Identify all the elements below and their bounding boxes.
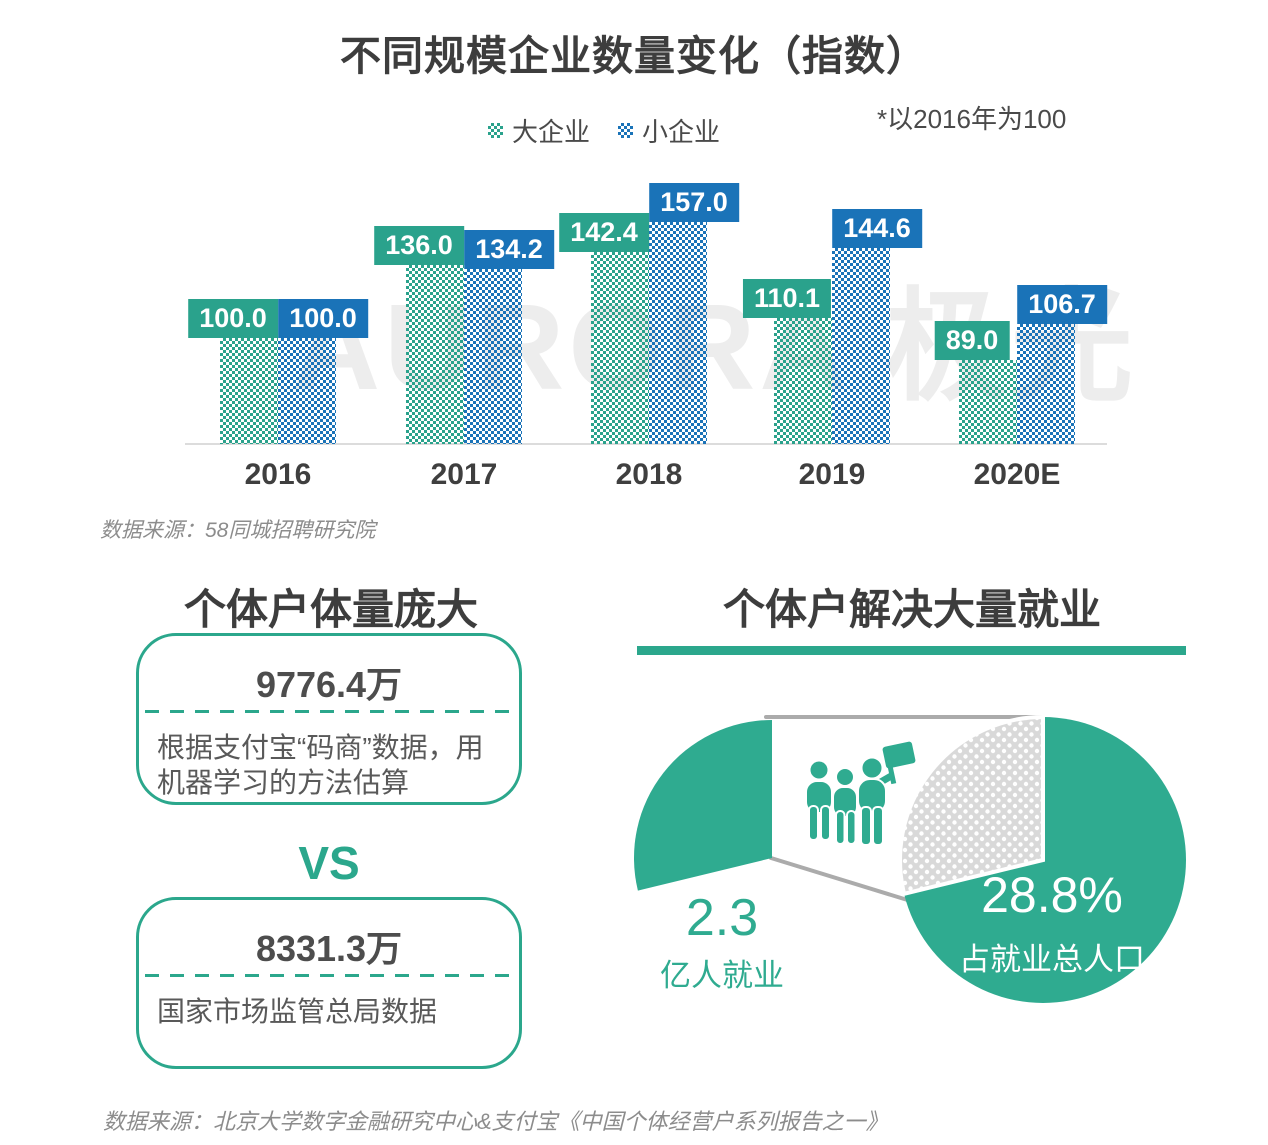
samr-data-desc: 国家市场监管总局数据: [157, 996, 438, 1027]
chart-legend: 大企业 小企业: [0, 112, 1238, 149]
bar-large-2016: [220, 338, 278, 444]
dashed-divider: [145, 710, 513, 713]
bar-large-2019: [774, 318, 832, 444]
legend-swatch-blue-pattern-icon: [618, 123, 633, 138]
alipay-estimate-number: 9776.4万: [255, 664, 403, 705]
footer-source: 数据来源：北京大学数字金融研究中心&支付宝《中国个体经营户系列报告之一》: [103, 1109, 888, 1134]
vs-label: VS: [298, 837, 360, 889]
x-axis-line: [185, 443, 1107, 445]
bar-value-label: 100.0: [188, 299, 278, 338]
bar-large-2017: [406, 265, 464, 444]
chart-source: 数据来源：58同城招聘研究院: [100, 519, 376, 542]
chart-title: 不同规模企业数量变化（指数）: [340, 33, 928, 79]
bar-value-label: 106.7: [1017, 285, 1107, 324]
bar-value-label: 134.2: [464, 230, 554, 269]
left-panel-heading: 个体户体量庞大: [183, 586, 478, 633]
right-panel-heading: 个体户解决大量就业: [722, 586, 1101, 633]
bar-value-label: 89.0: [934, 321, 1010, 360]
x-axis-label: 2019: [798, 458, 866, 491]
bar-value-label: 100.0: [278, 299, 368, 338]
bar-large-2020E: [959, 360, 1017, 444]
samr-data-box: 8331.3万 国家市场监管总局数据: [136, 897, 522, 1069]
dashed-divider: [145, 974, 513, 977]
bar-value-label: 136.0: [374, 226, 464, 265]
employed-label: 亿人就业: [660, 958, 784, 993]
alipay-estimate-desc: 根据支付宝“码商”数据，用机器学习的方法估算: [157, 732, 484, 798]
x-axis-label: 2016: [244, 458, 312, 491]
x-axis-label: 2017: [430, 458, 498, 491]
samr-data-number: 8331.3万: [255, 928, 403, 969]
bar-value-label: 157.0: [649, 183, 739, 222]
legend-item-small-enterprise: 小企业: [618, 112, 720, 149]
bar-large-2018: [591, 252, 649, 444]
bar-value-label: 142.4: [559, 213, 649, 252]
share-label: 占就业总人口: [959, 942, 1145, 977]
bar-value-label: 110.1: [742, 279, 832, 318]
x-axis-label: 2018: [615, 458, 683, 491]
bar-small-2020E: [1017, 324, 1075, 444]
heading-underline: [637, 646, 1186, 655]
legend-item-large-enterprise: 大企业: [487, 112, 590, 149]
bar-small-2017: [464, 269, 522, 444]
share-percent: 28.8%: [981, 867, 1123, 923]
bar-small-2018: [649, 222, 707, 444]
chart-base-note: *以2016年为100: [877, 104, 1067, 134]
legend-label-large: 大企业: [511, 117, 590, 147]
x-axis-label: 2020E: [973, 458, 1061, 491]
bar-value-label: 144.6: [832, 209, 922, 248]
bar-small-2019: [832, 248, 890, 444]
bar-small-2016: [278, 338, 336, 444]
alipay-estimate-box: 9776.4万 根据支付宝“码商”数据，用机器学习的方法估算: [136, 633, 522, 805]
legend-swatch-teal-pattern-icon: [487, 123, 503, 138]
employed-number: 2.3: [685, 889, 759, 947]
legend-label-small: 小企业: [642, 117, 721, 147]
